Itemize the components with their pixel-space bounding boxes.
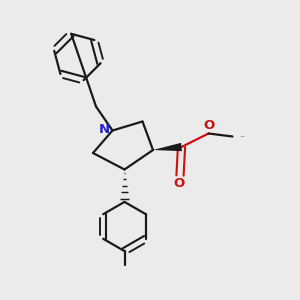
Polygon shape (153, 143, 182, 151)
Text: N: N (98, 122, 110, 136)
Text: O: O (174, 177, 185, 190)
Text: methyl: methyl (241, 135, 246, 136)
Text: O: O (204, 119, 215, 133)
